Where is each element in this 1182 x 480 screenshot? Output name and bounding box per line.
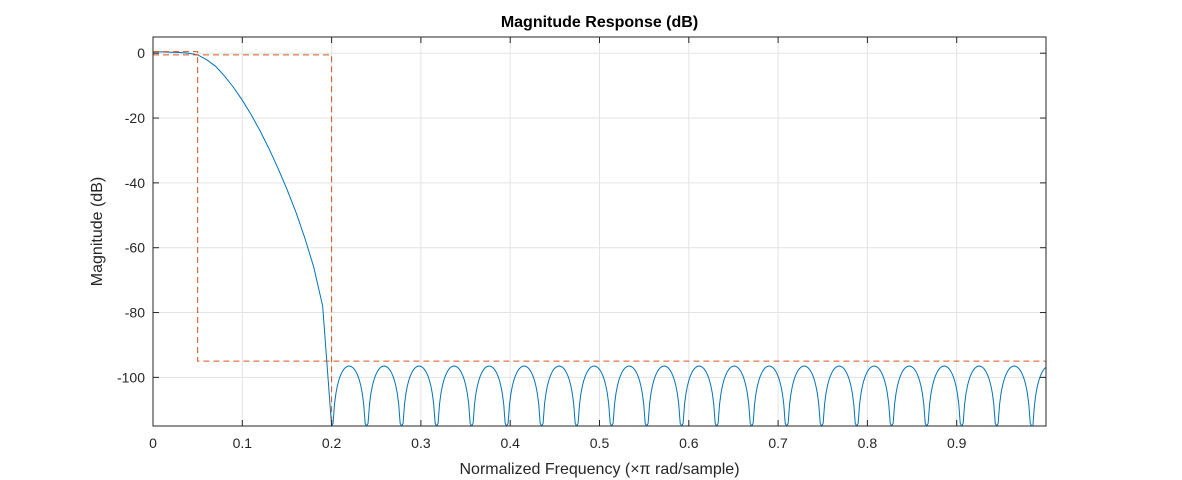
x-tick-label: 0.1 (233, 435, 253, 451)
x-tick-label: 0 (149, 435, 157, 451)
x-tick-label: 0.5 (590, 435, 610, 451)
x-tick-label: 0.8 (858, 435, 878, 451)
y-tick-label: -60 (125, 240, 145, 256)
y-axis-title: Magnitude (dB) (89, 177, 106, 286)
ticks: 0 0.1 0.2 0.3 0.4 0.5 0.6 0.7 0.8 0.9 0 -20 -40 -60 -8… (117, 37, 1046, 451)
x-tick-label: 0.7 (768, 435, 788, 451)
y-tick-label: -20 (125, 110, 145, 126)
series-layer (153, 51, 1046, 426)
x-tick-label: 0.3 (411, 435, 431, 451)
series-group (153, 51, 1046, 426)
x-tick-label: 0.4 (500, 435, 520, 451)
x-tick-label: 0.6 (679, 435, 699, 451)
y-tick-label: -40 (125, 175, 145, 191)
magnitude-response-line (153, 51, 1046, 426)
x-tick-label: 0.2 (322, 435, 342, 451)
y-tick-label: -100 (117, 369, 145, 385)
y-tick-label: -80 (125, 305, 145, 321)
x-tick-label: 0.9 (947, 435, 967, 451)
chart-title: Magnitude Response (dB) (501, 14, 698, 31)
y-tick-label: 0 (137, 45, 145, 61)
mask-line-2 (153, 51, 1046, 362)
x-axis-title: Normalized Frequency (×π rad/sample) (459, 461, 739, 478)
